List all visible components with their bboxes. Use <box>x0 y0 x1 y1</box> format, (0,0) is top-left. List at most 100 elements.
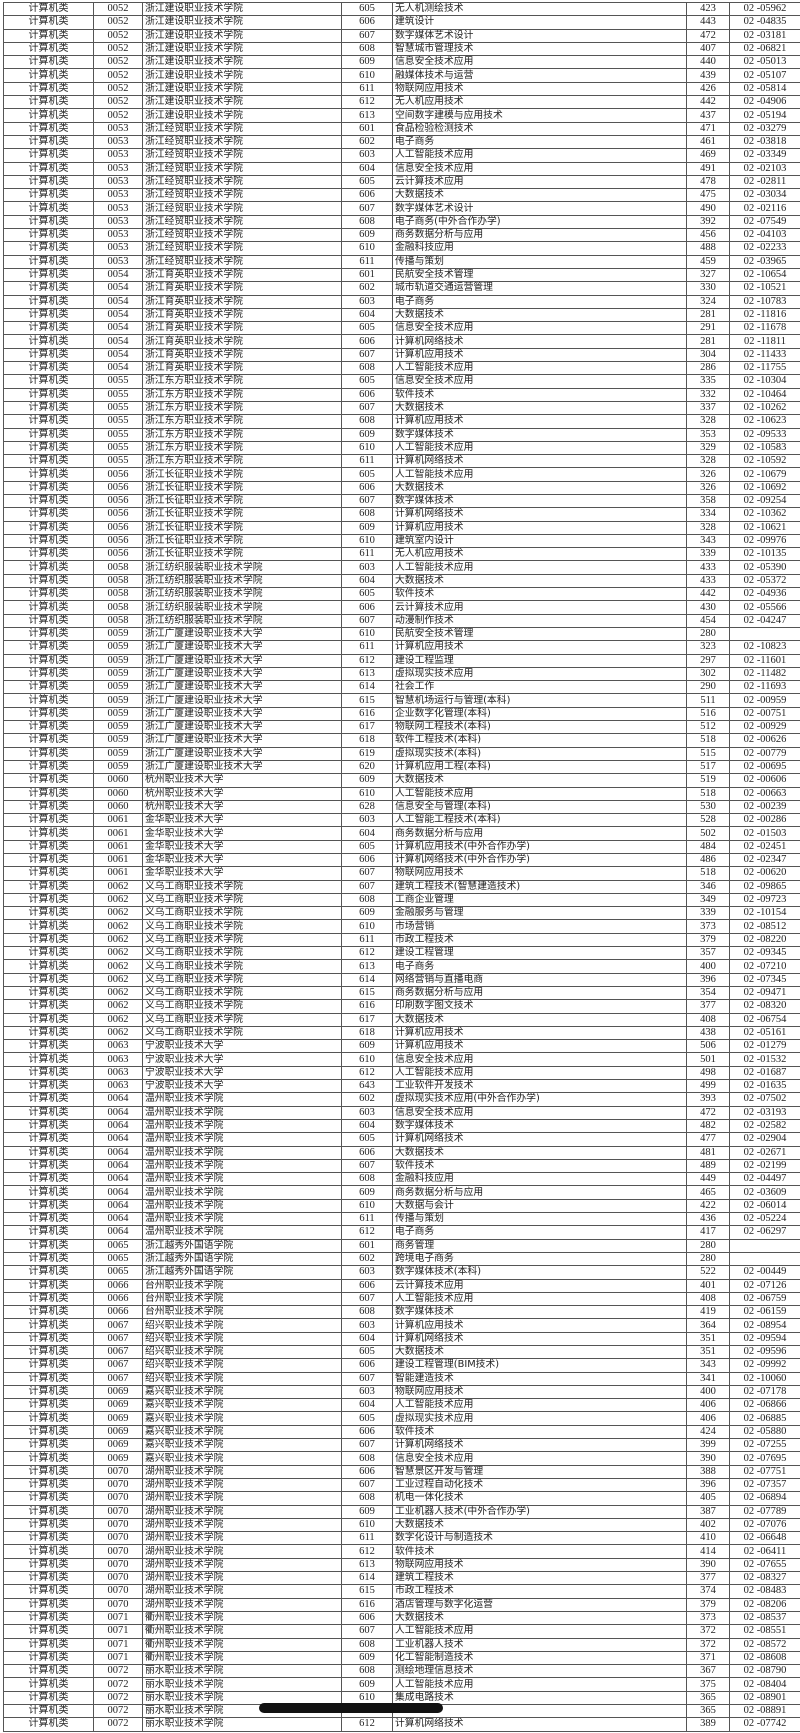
major-name-cell: 计算机网络技术 <box>392 1132 687 1147</box>
category-cell: 计算机类 <box>3 1225 94 1240</box>
school-name-cell: 浙江育英职业技术学院 <box>142 334 342 349</box>
table-row: 计算机类 0054 浙江育英职业技术学院 605 信息安全技术应用 291 02 -1167… <box>3 321 800 336</box>
category-cell: 计算机类 <box>3 1597 94 1612</box>
school-name-cell: 金华职业技术大学 <box>142 813 342 828</box>
rank-cell: 02 -11678 <box>729 321 800 336</box>
category-cell: 计算机类 <box>3 55 94 70</box>
school-code-cell: 0062 <box>93 1025 143 1041</box>
table-row: 计算机类 0058 浙江纺织服装职业技术学院 607 动漫制作技术 454 02 -0424… <box>3 613 800 628</box>
school-name-cell: 浙江越秀外国语学院 <box>142 1251 342 1267</box>
major-code-cell: 608 <box>341 414 393 429</box>
category-cell: 计算机类 <box>3 307 94 323</box>
major-name-cell: 计算机应用技术(中外合作办学) <box>392 839 687 855</box>
score-cell: 375 <box>686 1677 730 1692</box>
score-cell: 438 <box>686 1025 730 1041</box>
score-cell: 374 <box>686 1584 730 1599</box>
major-name-cell: 软件工程技术(本科) <box>392 733 687 748</box>
major-code-cell: 603 <box>341 1265 393 1280</box>
major-code-cell: 601 <box>341 1238 393 1253</box>
major-name-cell: 商务数据分析与应用 <box>392 1185 687 1200</box>
school-name-cell: 衢州职业技术学院 <box>142 1624 342 1639</box>
school-code-cell: 0060 <box>93 773 143 788</box>
school-name-cell: 浙江东方职业技术学院 <box>142 427 342 442</box>
school-name-cell: 浙江长征职业技术学院 <box>142 493 342 509</box>
major-code-cell: 606 <box>341 1358 393 1373</box>
table-row: 计算机类 0059 浙江广厦建设职业技术大学 611 计算机应用技术 323 02 -108… <box>3 640 800 655</box>
score-cell: 379 <box>686 1597 730 1612</box>
major-code-cell: 617 <box>341 1012 393 1027</box>
major-code-cell: 610 <box>341 1198 393 1214</box>
table-row: 计算机类 0069 嘉兴职业技术学院 605 虚拟现实技术应用 406 02 -06885 <box>3 1411 800 1426</box>
major-code-cell: 606 <box>341 1464 393 1479</box>
score-cell: 528 <box>686 813 730 828</box>
school-name-cell: 温州职业技术学院 <box>142 1172 342 1187</box>
table-row: 计算机类 0059 浙江广厦建设职业技术大学 615 智慧机场运行与管理(本科) 511 0… <box>3 693 800 708</box>
table-row: 计算机类 0063 宁波职业技术大学 609 计算机应用技术 506 02 -01279 <box>3 1039 800 1054</box>
major-code-cell: 612 <box>341 1065 393 1081</box>
score-cell: 328 <box>686 520 730 535</box>
rank-cell: 02 -03181 <box>729 28 800 43</box>
major-name-cell: 传播与策划 <box>392 254 687 269</box>
table-row: 计算机类 0065 浙江越秀外国语学院 603 数字媒体技术(本科) 522 02 -004… <box>3 1265 800 1280</box>
school-code-cell: 0069 <box>93 1384 143 1400</box>
major-name-cell: 软件技术 <box>392 587 687 602</box>
rank-cell: 02 -05962 <box>729 1 800 17</box>
major-name-cell: 数字媒体技术(本科) <box>392 1265 687 1280</box>
major-name-cell: 大数据技术 <box>392 400 687 416</box>
major-name-cell: 物联网应用技术 <box>392 866 687 881</box>
category-cell: 计算机类 <box>3 999 94 1014</box>
major-code-cell: 604 <box>341 307 393 323</box>
school-code-cell: 0065 <box>93 1265 143 1280</box>
home-indicator-bar[interactable] <box>259 1703 443 1713</box>
school-name-cell: 义乌工商职业技术学院 <box>142 946 342 961</box>
major-name-cell: 工业软件开发技术 <box>392 1079 687 1094</box>
table-row: 计算机类 0064 温州职业技术学院 604 数字媒体技术 482 02 -02582 <box>3 1118 800 1134</box>
school-name-cell: 温州职业技术学院 <box>142 1185 342 1200</box>
rank-cell: 02 -08537 <box>729 1610 800 1626</box>
table-row: 计算机类 0052 浙江建设职业技术学院 609 信息安全技术应用 440 02 -0501… <box>3 55 800 70</box>
category-cell: 计算机类 <box>3 1 94 17</box>
rank-cell: 02 -09865 <box>729 879 800 894</box>
rank-cell: 02 -08901 <box>729 1690 800 1706</box>
major-code-cell: 615 <box>341 693 393 708</box>
rank-cell: 02 -06014 <box>729 1198 800 1214</box>
category-cell: 计算机类 <box>3 174 94 190</box>
rank-cell: 02 -07126 <box>729 1278 800 1293</box>
category-cell: 计算机类 <box>3 1344 94 1360</box>
rank-cell: 02 -08327 <box>729 1571 800 1586</box>
category-cell: 计算机类 <box>3 1025 94 1041</box>
table-row: 计算机类 0052 浙江建设职业技术学院 613 空间数字建模与应用技术 437 02 -0… <box>3 108 800 123</box>
table-row: 计算机类 0059 浙江广厦建设职业技术大学 617 物联网工程技术(本科) 512 02 … <box>3 720 800 735</box>
rank-cell: 02 -05013 <box>729 55 800 70</box>
rank-cell: 02 -05880 <box>729 1424 800 1440</box>
major-name-cell: 企业数字化管理(本科) <box>392 706 687 722</box>
category-cell: 计算机类 <box>3 1132 94 1147</box>
school-code-cell: 0064 <box>93 1145 143 1160</box>
major-code-cell: 604 <box>341 1331 393 1346</box>
rank-cell: 02 -07695 <box>729 1451 800 1466</box>
school-name-cell: 湖州职业技术学院 <box>142 1531 342 1546</box>
major-name-cell: 大数据与会计 <box>392 1198 687 1214</box>
score-cell: 281 <box>686 334 730 349</box>
score-cell: 440 <box>686 55 730 70</box>
table-row: 计算机类 0069 嘉兴职业技术学院 607 计算机网络技术 399 02 -07255 <box>3 1438 800 1453</box>
rank-cell: 02 -09471 <box>729 985 800 1001</box>
table-row: 计算机类 0053 浙江经贸职业技术学院 605 云计算技术应用 478 02 -02811 <box>3 174 800 190</box>
rank-cell: 02 -10679 <box>729 467 800 482</box>
major-code-cell: 643 <box>341 1079 393 1094</box>
major-name-cell: 人工智能技术应用 <box>392 361 687 376</box>
major-code-cell: 601 <box>341 121 393 136</box>
rank-cell: 02 -02811 <box>729 174 800 190</box>
major-name-cell: 建筑工程技术(智慧建造技术) <box>392 879 687 894</box>
category-cell: 计算机类 <box>3 507 94 522</box>
score-cell: 465 <box>686 1185 730 1200</box>
school-code-cell: 0053 <box>93 188 143 203</box>
rank-cell: 02 -07076 <box>729 1517 800 1533</box>
table-row: 计算机类 0055 浙江东方职业技术学院 605 信息安全技术应用 335 02 -1030… <box>3 374 800 389</box>
rank-cell: 02 -10692 <box>729 480 800 495</box>
major-name-cell: 人工智能技术应用 <box>392 1398 687 1413</box>
school-name-cell: 浙江经贸职业技术学院 <box>142 201 342 216</box>
score-cell: 442 <box>686 95 730 110</box>
table-row: 计算机类 0056 浙江长征职业技术学院 611 无人机应用技术 339 02 -10135 <box>3 547 800 562</box>
major-name-cell: 社会工作 <box>392 680 687 695</box>
